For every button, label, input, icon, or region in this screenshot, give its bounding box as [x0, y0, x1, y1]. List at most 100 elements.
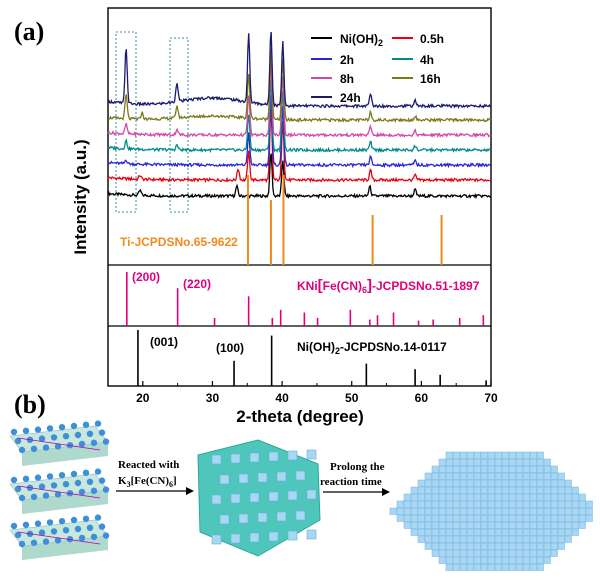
nanocube: [550, 472, 558, 480]
nanocube: [529, 549, 537, 557]
nanocube: [529, 556, 537, 564]
nanocube: [550, 542, 558, 550]
nanocube: [550, 535, 558, 543]
nanocube: [431, 549, 439, 557]
nanocube: [480, 479, 488, 487]
nanocube: [522, 563, 530, 571]
nanocube: [522, 479, 530, 487]
nanocube: [417, 514, 425, 522]
atom: [10, 476, 18, 484]
nanocube: [459, 521, 467, 529]
nanocube: [438, 493, 446, 501]
surface-cube: [295, 510, 306, 521]
nanocube: [445, 458, 453, 466]
atom: [30, 445, 38, 452]
nanocube: [452, 507, 460, 515]
series-line-0: [107, 153, 492, 200]
nanocube: [459, 507, 467, 515]
atom: [90, 533, 98, 540]
nanocube: [543, 507, 551, 515]
nanocube: [557, 493, 565, 501]
atom: [82, 421, 90, 428]
atom: [54, 537, 62, 544]
atom: [102, 532, 110, 539]
nanocube: [522, 500, 530, 508]
legend-label-2h: 2h: [340, 53, 354, 67]
nanocube: [494, 458, 502, 466]
nanocube: [480, 556, 488, 564]
nanocube: [494, 507, 502, 515]
nanocube: [557, 542, 565, 550]
nanocube: [515, 486, 523, 494]
nanocube: [522, 472, 530, 480]
legend-label-8h: 8h: [340, 72, 354, 86]
atom: [18, 446, 26, 454]
atom: [102, 486, 110, 493]
nanocube: [417, 500, 425, 508]
nanocube: [487, 514, 495, 522]
nanocube: [438, 521, 446, 529]
nanocube: [487, 479, 495, 487]
nanocube: [445, 563, 453, 571]
nanocube: [452, 493, 460, 501]
nanocube: [452, 465, 460, 473]
nanocube: [536, 479, 544, 487]
nanocube: [396, 507, 404, 515]
nanocube: [466, 507, 474, 515]
nanocube: [564, 500, 572, 508]
nanocube: [564, 535, 572, 543]
nanocube: [473, 479, 481, 487]
nanocube: [578, 500, 586, 508]
nanocube: [466, 556, 474, 564]
nanocube: [501, 479, 509, 487]
step2-line1: Prolong the: [330, 461, 385, 473]
nanocube: [417, 493, 425, 501]
nanocube: [452, 479, 460, 487]
nanocube: [515, 507, 523, 515]
surface-cube: [306, 449, 317, 460]
nanocube: [438, 465, 446, 473]
nanocube: [417, 528, 425, 536]
nanocube: [459, 514, 467, 522]
nanocube: [529, 542, 537, 550]
nanocube: [466, 563, 474, 571]
nanocube: [459, 563, 467, 571]
nanocube: [403, 521, 411, 529]
nanocube: [529, 472, 537, 480]
nanocube: [466, 472, 474, 480]
nanocube: [543, 542, 551, 550]
nanocube: [536, 500, 544, 508]
nanocube: [543, 549, 551, 557]
nanocube: [508, 486, 516, 494]
nanocube: [473, 514, 481, 522]
nanocube: [438, 458, 446, 466]
nanocube: [466, 535, 474, 543]
nanocube: [515, 514, 523, 522]
step2-line2: reaction time: [320, 476, 382, 488]
nanocube: [431, 535, 439, 543]
nanocube: [515, 535, 523, 543]
legend-label-24h: 24h: [340, 91, 361, 105]
nanocube: [571, 507, 579, 515]
atom: [78, 534, 86, 542]
nanocube: [536, 465, 544, 473]
nanocube: [452, 528, 460, 536]
nanocube: [445, 500, 453, 508]
nanocube: [431, 486, 439, 494]
nanocube: [424, 486, 432, 494]
nanocube: [389, 507, 397, 515]
nanocube: [480, 563, 488, 571]
nanocube: [459, 493, 467, 501]
nanocube: [438, 542, 446, 550]
nanocube: [438, 535, 446, 543]
nanocube: [522, 451, 530, 459]
nanocube: [494, 486, 502, 494]
nanocube: [515, 528, 523, 536]
nanocube: [585, 507, 593, 515]
surface-cube: [211, 494, 222, 505]
nanocube: [424, 507, 432, 515]
atom: [50, 528, 58, 535]
nanocube: [473, 521, 481, 529]
atom: [58, 472, 66, 479]
nanocube: [410, 514, 418, 522]
